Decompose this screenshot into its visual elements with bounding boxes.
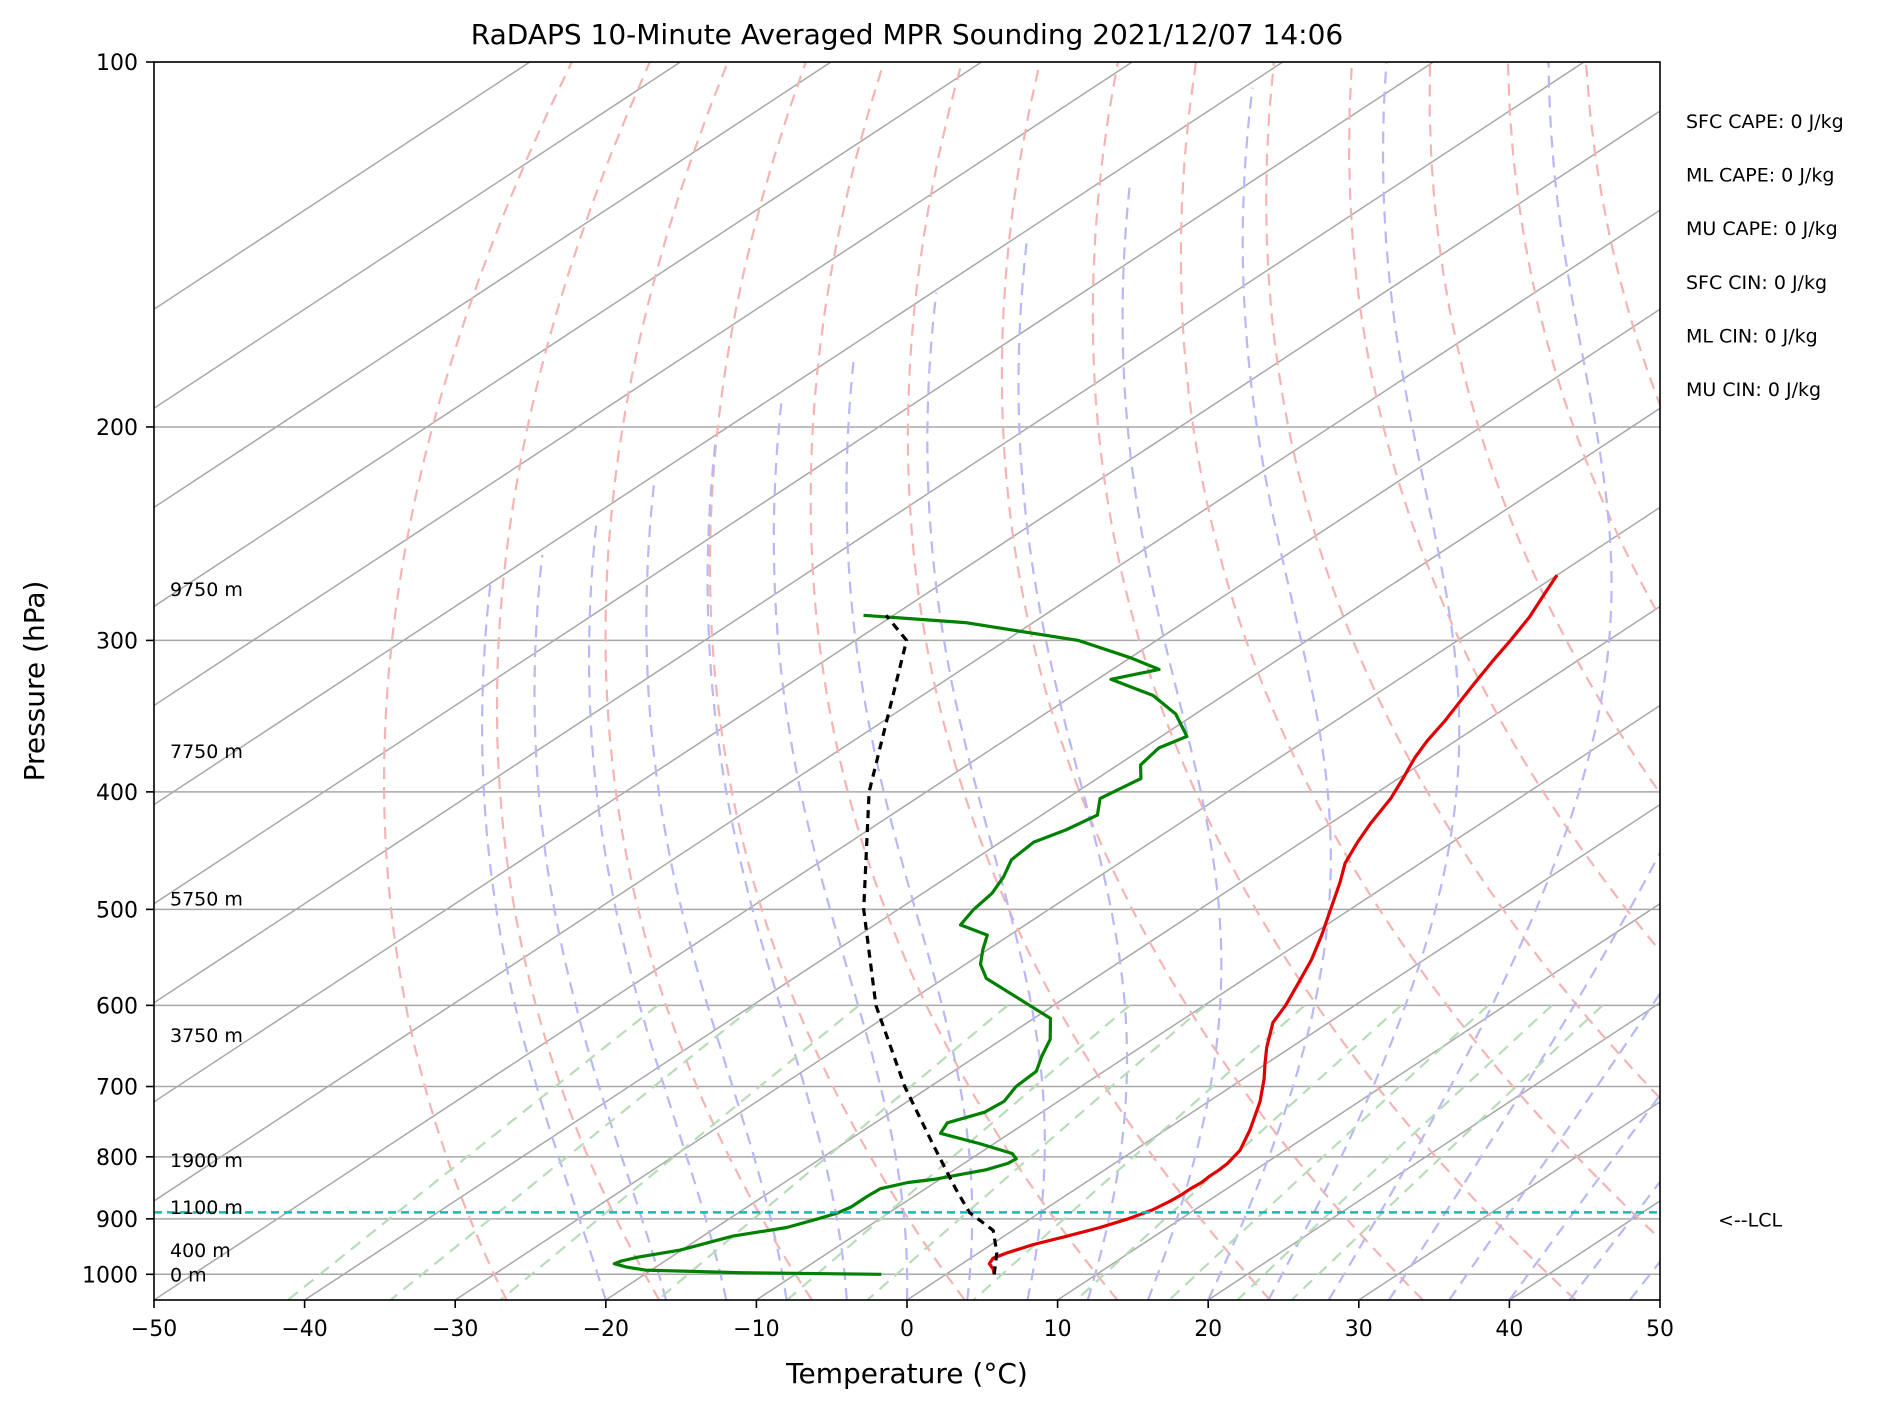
isotherm-line (154, 62, 531, 311)
height-label: 7750 m (170, 741, 243, 763)
x-tick-label: −40 (281, 1317, 327, 1342)
sfc-cape-label: SFC CAPE: 0 J/kg (1686, 111, 1844, 133)
isotherm-line (605, 605, 1660, 1300)
mixing-ratio-line (287, 1004, 659, 1300)
height-label: 5750 m (170, 889, 243, 911)
moist-adiabat (587, 522, 728, 1300)
x-tick-label: 50 (1646, 1317, 1674, 1342)
moist-adiabat (645, 476, 788, 1300)
height-label: 0 m (170, 1264, 207, 1286)
isotherm-line (154, 62, 1434, 905)
y-tick-label: 1000 (82, 1263, 138, 1288)
height-label: 1100 m (170, 1197, 243, 1219)
mixing-ratio-line (1168, 1004, 1489, 1300)
isotherm-line (154, 62, 1133, 707)
height-label: 400 m (170, 1240, 231, 1262)
isotherm-line (154, 209, 1660, 1202)
mixing-ratio-line (1290, 1004, 1604, 1300)
mixing-ratio-line (1236, 1004, 1553, 1300)
y-tick-label: 800 (96, 1146, 138, 1171)
x-axis-label: Temperature (°C) (785, 1357, 1028, 1390)
x-tick-label: −50 (131, 1317, 177, 1342)
mu-cape-label: MU CAPE: 0 J/kg (1686, 218, 1838, 240)
moist-adiabat (1017, 239, 1129, 1300)
x-tick-label: −10 (733, 1317, 779, 1342)
moist-adiabat (1387, 850, 1660, 1300)
moist-adiabat (1267, 62, 1461, 1300)
ml-cape-label: ML CAPE: 0 J/kg (1686, 165, 1834, 187)
mixing-ratio-line (389, 1004, 756, 1300)
isotherm-line (154, 62, 832, 509)
y-tick-label: 200 (96, 416, 138, 441)
y-tick-label: 600 (96, 994, 138, 1019)
isotherm-line (154, 62, 982, 608)
moist-adiabat (1121, 179, 1223, 1300)
x-tick-label: 0 (900, 1317, 914, 1342)
dry-adiabat (1179, 62, 1660, 1241)
reference-lines (154, 62, 1660, 1300)
moist-adiabat (772, 399, 909, 1300)
chart-title: RaDAPS 10-Minute Averaged MPR Sounding 2… (471, 18, 1343, 51)
dry-adiabat (495, 62, 661, 1300)
parcel-trace (862, 614, 999, 1275)
x-tick-label: 30 (1345, 1317, 1373, 1342)
dry-adiabat (1091, 62, 1577, 1300)
moist-adiabat (1508, 1093, 1660, 1300)
dry-adiabat (1428, 62, 1660, 795)
x-tick-label: −30 (432, 1317, 478, 1342)
y-tick-label: 700 (96, 1076, 138, 1101)
isotherm-line (154, 110, 1660, 1103)
sfc-cin-label: SFC CIN: 0 J/kg (1686, 272, 1827, 294)
x-tick-label: −20 (583, 1317, 629, 1342)
ml-cin-label: ML CIN: 0 J/kg (1686, 325, 1818, 347)
height-label: 3750 m (170, 1025, 243, 1047)
moist-adiabat (706, 439, 848, 1300)
moist-adiabat (533, 554, 668, 1300)
x-tick-label: 40 (1495, 1317, 1523, 1342)
y-tick-label: 300 (96, 629, 138, 654)
sounding-traces (154, 574, 1660, 1276)
dry-adiabat (906, 62, 1272, 1300)
isotherm-line (154, 308, 1660, 1300)
temperature-trace (987, 574, 1559, 1275)
mixing-ratio-line (657, 1004, 1009, 1300)
isotherm-line (454, 506, 1660, 1300)
moist-adiabat (926, 292, 1046, 1300)
dry-adiabat (1347, 62, 1660, 953)
y-tick-label: 900 (96, 1208, 138, 1233)
moist-adiabat (1448, 991, 1660, 1300)
x-tick-label: 20 (1194, 1317, 1222, 1342)
mixing-ratio-line (499, 1004, 860, 1300)
isotherm-line (906, 803, 1660, 1300)
y-tick-label: 100 (96, 51, 138, 76)
moist-adiabat (1327, 62, 1613, 1300)
dewpoint-trace (612, 613, 1189, 1276)
moist-adiabat (481, 584, 607, 1300)
axes: −50 −40 −30 −20 −10 0 10 20 30 40 50 100 200 300 400 50… (82, 51, 1674, 1342)
isotherm-line (154, 62, 1284, 806)
dry-adiabat (1000, 62, 1424, 1300)
lcl-label: <--LCL (1718, 1209, 1782, 1231)
isotherm-line (154, 62, 681, 410)
y-tick-label: 500 (96, 898, 138, 923)
isotherm-line (304, 407, 1660, 1300)
height-label: 9750 m (170, 579, 243, 601)
isotherm-line (755, 704, 1660, 1300)
moist-adiabat (1568, 1180, 1660, 1300)
dry-adiabat (809, 62, 1119, 1300)
y-tick-label: 400 (96, 781, 138, 806)
isotherm-line (154, 62, 1585, 1004)
mixing-ratio-line (866, 1004, 1206, 1300)
y-axis-label: Pressure (hPa) (18, 581, 51, 782)
x-tick-label: 10 (1044, 1317, 1072, 1342)
mu-cin-label: MU CIN: 0 J/kg (1686, 379, 1821, 401)
height-label: 1900 m (170, 1150, 243, 1172)
mixing-ratio-line (972, 1004, 1306, 1300)
moist-adiabat (845, 356, 974, 1300)
dry-adiabat (708, 62, 966, 1300)
